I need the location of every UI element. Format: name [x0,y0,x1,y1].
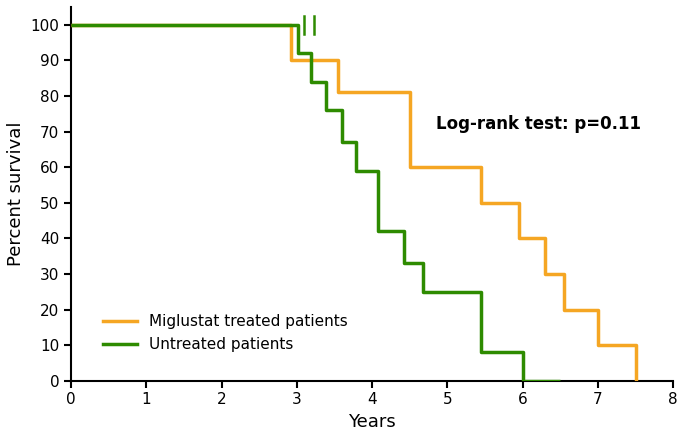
Legend: Miglustat treated patients, Untreated patients: Miglustat treated patients, Untreated pa… [97,308,353,358]
X-axis label: Years: Years [349,413,396,431]
Y-axis label: Percent survival: Percent survival [7,122,25,266]
Text: Log-rank test: p=0.11: Log-rank test: p=0.11 [436,115,641,134]
